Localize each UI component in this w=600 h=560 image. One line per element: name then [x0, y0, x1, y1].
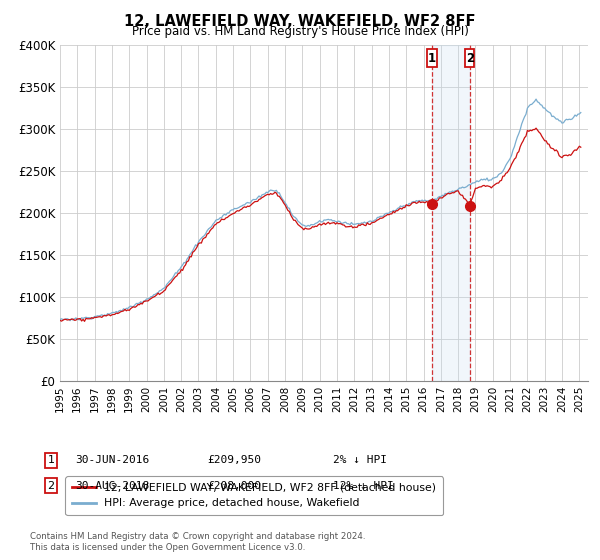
- Text: 30-AUG-2018: 30-AUG-2018: [75, 480, 149, 491]
- Text: 2% ↓ HPI: 2% ↓ HPI: [333, 455, 387, 465]
- Bar: [432, 45, 470, 381]
- Text: 2: 2: [47, 480, 55, 491]
- Text: 12, LAWEFIELD WAY, WAKEFIELD, WF2 8FF: 12, LAWEFIELD WAY, WAKEFIELD, WF2 8FF: [124, 14, 476, 29]
- FancyBboxPatch shape: [465, 49, 475, 68]
- Text: £208,000: £208,000: [207, 480, 261, 491]
- Legend: 12, LAWEFIELD WAY, WAKEFIELD, WF2 8FF (detached house), HPI: Average price, deta: 12, LAWEFIELD WAY, WAKEFIELD, WF2 8FF (d…: [65, 477, 443, 515]
- Text: 12% ↓ HPI: 12% ↓ HPI: [333, 480, 394, 491]
- Text: 1: 1: [47, 455, 55, 465]
- Text: 2: 2: [466, 52, 474, 65]
- FancyBboxPatch shape: [427, 49, 437, 68]
- Text: Contains HM Land Registry data © Crown copyright and database right 2024.
This d: Contains HM Land Registry data © Crown c…: [30, 532, 365, 552]
- Text: 1: 1: [428, 52, 436, 65]
- Text: £209,950: £209,950: [207, 455, 261, 465]
- Text: Price paid vs. HM Land Registry's House Price Index (HPI): Price paid vs. HM Land Registry's House …: [131, 25, 469, 38]
- Text: 30-JUN-2016: 30-JUN-2016: [75, 455, 149, 465]
